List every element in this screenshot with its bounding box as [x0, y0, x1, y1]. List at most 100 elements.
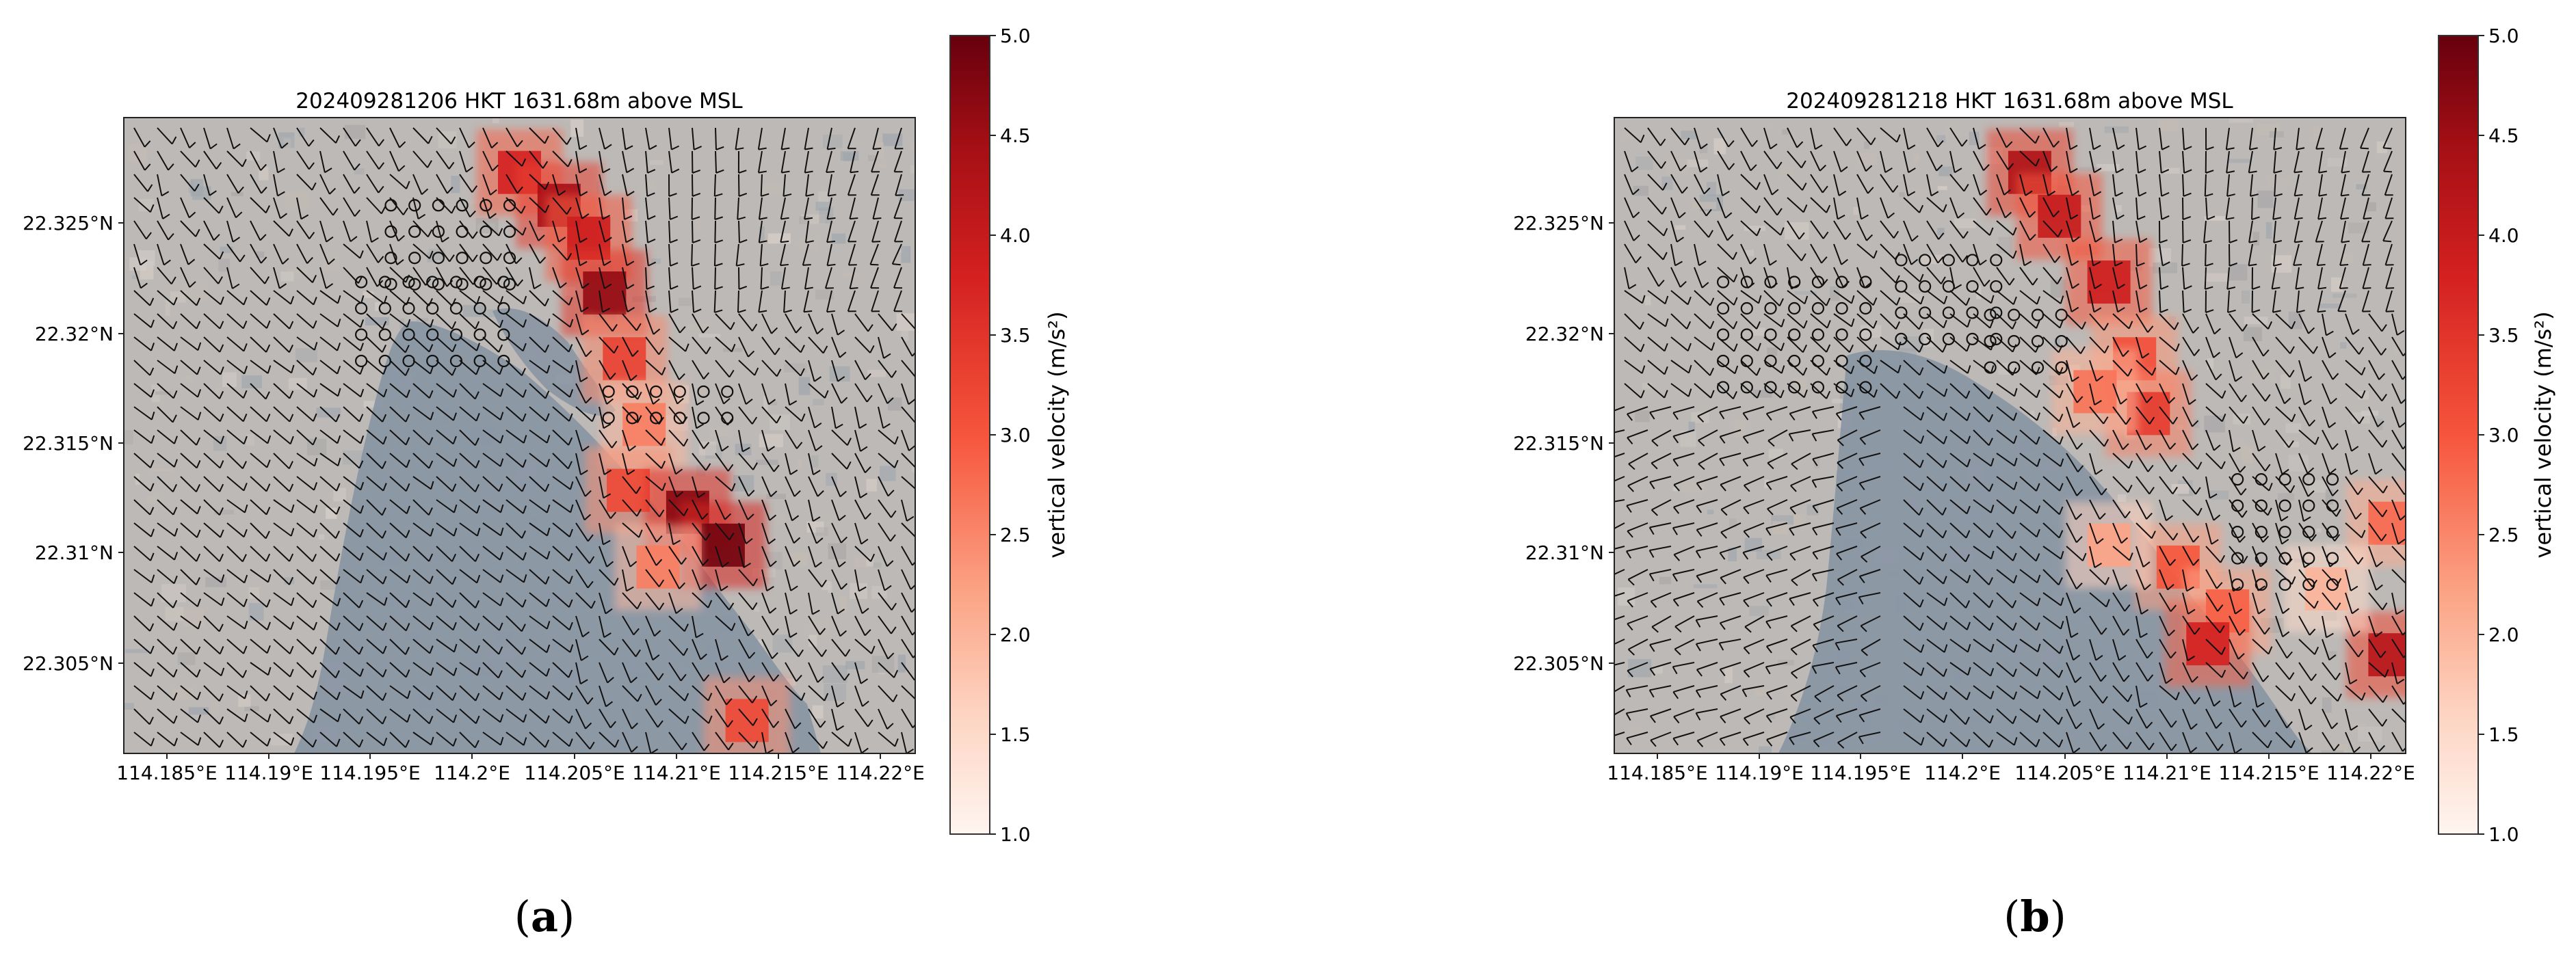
wind-barb [273, 615, 295, 630]
wind-barb [529, 336, 549, 353]
wind-barb [1647, 383, 1668, 399]
wind-barb [2252, 732, 2272, 749]
wind-barb [459, 360, 480, 375]
wind-barb [482, 639, 503, 655]
wind-barb [645, 150, 656, 174]
wind-barb [1765, 569, 1788, 583]
wind-barb [2298, 336, 2318, 354]
wind-barb [1903, 685, 1925, 700]
wind-barb [808, 569, 827, 588]
wind-barb [2066, 476, 2084, 496]
wind-barb [1788, 429, 1811, 442]
wind-barb [901, 313, 915, 330]
wind-barb [1767, 429, 1788, 447]
wind-barb [645, 197, 656, 220]
land-texture-patch [1754, 690, 1773, 697]
wind-barb [226, 336, 248, 352]
wind-barb [2229, 592, 2243, 615]
wind-barb [343, 708, 364, 725]
land-texture-patch [147, 496, 156, 505]
wind-barb [2135, 197, 2146, 220]
wind-barb [203, 406, 224, 423]
wind-barb [2159, 150, 2170, 174]
wind-barb [785, 499, 800, 522]
wind-barb [1720, 522, 1742, 539]
wind-barb [2089, 522, 2104, 544]
wind-barb [296, 150, 315, 170]
wind-barb [893, 150, 903, 173]
wind-barb [2182, 267, 2192, 290]
calm-wind-marker [1835, 276, 1848, 289]
wind-barb [1973, 476, 1994, 492]
wind-barb [645, 174, 655, 197]
wind-barb [1833, 150, 1848, 173]
wind-barb [692, 220, 701, 243]
wind-barb [895, 174, 904, 196]
wind-barb [891, 243, 902, 266]
land-texture-patch [871, 656, 895, 673]
wind-barb [893, 267, 902, 289]
wind-barb [2112, 197, 2125, 220]
wind-barb [847, 243, 857, 266]
panel-b-cbar-tick-label: 2.5 [2488, 524, 2519, 546]
wind-barb [761, 546, 777, 567]
wind-barb [2345, 453, 2358, 475]
panel-b-wind-barbs [1614, 127, 2406, 753]
wind-barb [1765, 592, 1788, 607]
wind-barb [2112, 383, 2128, 405]
wind-barb [319, 639, 341, 655]
wind-barb [2112, 453, 2133, 469]
wind-barb [622, 476, 642, 494]
wind-barb [1627, 569, 1648, 586]
wind-barb [2391, 336, 2406, 357]
wind-barb [2229, 220, 2238, 243]
wind-barb [505, 592, 527, 608]
wind-barb [2322, 639, 2337, 661]
wind-barb [715, 522, 735, 541]
wind-barb [2204, 174, 2213, 197]
wind-barb [761, 406, 782, 424]
wind-barb [1926, 592, 1948, 606]
wind-barb [2252, 615, 2270, 635]
land-texture-patch [2269, 131, 2284, 138]
wind-barb [389, 639, 410, 656]
wind-barb [133, 220, 152, 240]
calm-wind-marker [1811, 328, 1825, 341]
calm-wind-marker [473, 328, 486, 341]
wind-barb [436, 383, 458, 398]
wind-barb [2112, 499, 2131, 519]
panel-a-xtick-label: 114.2°E [434, 762, 510, 784]
wind-barb [854, 383, 873, 403]
land-texture-patch [878, 163, 886, 168]
land-texture-patch [2164, 168, 2180, 174]
wind-barb [831, 313, 845, 336]
land-texture-patch [278, 132, 295, 148]
wind-barb [1973, 499, 1995, 513]
calm-wind-marker [2278, 578, 2291, 591]
land-texture-patch [185, 376, 193, 381]
wind-barb [1672, 592, 1695, 607]
wind-barb [831, 453, 852, 470]
land-texture-patch [840, 151, 859, 161]
wind-barb [2298, 546, 2312, 568]
wind-barb [180, 592, 201, 607]
calm-wind-marker [2278, 473, 2291, 486]
wind-barb [2271, 267, 2281, 290]
wind-barb [1903, 406, 1925, 421]
wind-barb [2272, 290, 2281, 313]
wind-barb [203, 127, 218, 150]
wind-barb [180, 708, 202, 723]
panel-a-ytick-label: 22.305°N [23, 652, 114, 675]
land-texture-patch [843, 273, 860, 277]
wind-barb [273, 499, 295, 513]
wind-barb [2252, 406, 2270, 426]
wind-barb [831, 476, 847, 498]
land-texture-patch [898, 189, 915, 201]
wind-barb [2135, 499, 2153, 520]
wind-barb [1742, 453, 1765, 467]
wind-barb [645, 615, 661, 637]
calm-wind-marker [602, 385, 615, 398]
wind-barb [599, 639, 619, 656]
updraft-cell [2087, 523, 2131, 567]
wind-barb [2275, 615, 2290, 638]
